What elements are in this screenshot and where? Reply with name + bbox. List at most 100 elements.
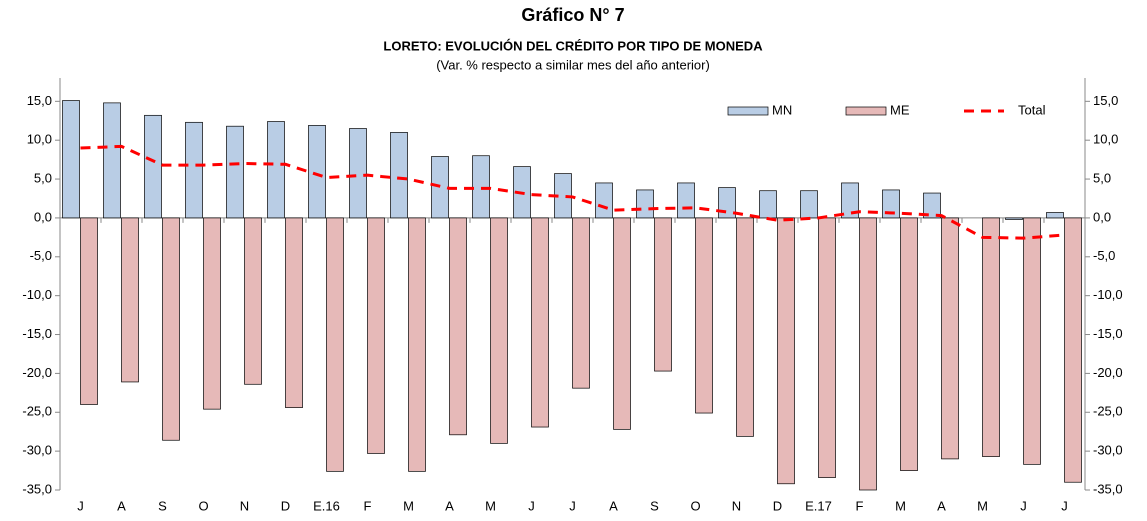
x-tick-label: O — [690, 498, 700, 513]
y-tick-label: -15,0 — [22, 326, 52, 341]
bar — [941, 217, 959, 460]
y2-tick-label: -35,0 — [1093, 481, 1123, 496]
bar — [185, 121, 203, 219]
bar — [718, 187, 736, 219]
bar — [736, 217, 754, 437]
bar — [326, 217, 344, 472]
x-tick-label: M — [485, 498, 496, 513]
legend-label: ME — [890, 102, 910, 117]
bar — [472, 155, 490, 219]
x-tick-label: A — [117, 498, 126, 513]
y2-tick-label: -20,0 — [1093, 365, 1123, 380]
bar — [226, 125, 244, 219]
y2-tick-label: -15,0 — [1093, 326, 1123, 341]
bar — [531, 217, 549, 428]
y-tick-label: -30,0 — [22, 443, 52, 458]
bar — [841, 182, 859, 219]
bar — [1046, 212, 1064, 219]
x-tick-label: A — [609, 498, 618, 513]
y2-tick-label: 15,0 — [1093, 93, 1118, 108]
y2-tick-label: 10,0 — [1093, 132, 1118, 147]
bar — [1064, 217, 1082, 483]
bar — [759, 190, 777, 219]
y2-tick-label: 5,0 — [1093, 170, 1111, 185]
y2-tick-label: -10,0 — [1093, 287, 1123, 302]
bar — [490, 217, 508, 444]
bar — [308, 125, 326, 219]
x-tick-label: E.17 — [805, 498, 832, 513]
y2-tick-label: -5,0 — [1093, 248, 1115, 263]
x-tick-label: F — [856, 498, 864, 513]
bar — [62, 100, 80, 219]
y-tick-label: -5,0 — [30, 248, 52, 263]
y-tick-label: 0,0 — [34, 209, 52, 224]
bar — [818, 217, 836, 478]
y2-tick-label: -25,0 — [1093, 404, 1123, 419]
bar — [572, 217, 590, 389]
bar — [1005, 217, 1023, 220]
y-tick-label: -20,0 — [22, 365, 52, 380]
x-tick-label: O — [198, 498, 208, 513]
x-tick-label: J — [528, 498, 535, 513]
x-tick-label: S — [158, 498, 167, 513]
x-tick-label: D — [281, 498, 290, 513]
x-tick-label: M — [403, 498, 414, 513]
bar — [777, 217, 795, 485]
bar — [595, 182, 613, 219]
x-tick-label: J — [1020, 498, 1027, 513]
bar — [1023, 217, 1041, 465]
y-tick-label: 10,0 — [27, 132, 52, 147]
bar — [390, 132, 408, 219]
x-tick-label: N — [240, 498, 249, 513]
x-tick-label: N — [732, 498, 741, 513]
chart-note: (Var. % respecto a similar mes del año a… — [436, 57, 710, 72]
x-tick-label: F — [364, 498, 372, 513]
x-tick-label: S — [650, 498, 659, 513]
bar — [162, 217, 180, 441]
legend-label: Total — [1018, 102, 1046, 117]
legend-swatch — [845, 106, 887, 116]
bar — [285, 217, 303, 408]
bar — [695, 217, 713, 414]
bar — [654, 217, 672, 372]
x-tick-label: J — [77, 498, 84, 513]
bar — [882, 189, 900, 219]
bar — [80, 217, 98, 405]
bar — [982, 217, 1000, 457]
legend-label: MN — [772, 102, 792, 117]
x-tick-label: A — [937, 498, 946, 513]
bar — [449, 217, 467, 436]
bar — [203, 217, 221, 410]
bar — [636, 189, 654, 219]
x-tick-label: J — [569, 498, 576, 513]
x-tick-label: M — [977, 498, 988, 513]
y-tick-label: 15,0 — [27, 93, 52, 108]
bar — [144, 114, 162, 219]
bar — [121, 217, 139, 383]
bar — [923, 192, 941, 219]
bar — [677, 182, 695, 219]
legend-swatch — [727, 106, 769, 116]
x-tick-label: J — [1061, 498, 1068, 513]
x-tick-label: D — [773, 498, 782, 513]
bar — [859, 217, 877, 491]
bar — [267, 121, 285, 219]
line — [80, 144, 1065, 240]
y-tick-label: -10,0 — [22, 287, 52, 302]
y-tick-label: -35,0 — [22, 481, 52, 496]
bar — [349, 128, 367, 219]
bar — [244, 217, 262, 385]
chart-subtitle: LORETO: EVOLUCIÓN DEL CRÉDITO POR TIPO D… — [383, 38, 763, 53]
y2-tick-label: 0,0 — [1093, 209, 1111, 224]
x-tick-label: M — [895, 498, 906, 513]
bar — [613, 217, 631, 430]
bar — [408, 217, 426, 472]
bar — [367, 217, 385, 454]
bar — [103, 102, 121, 219]
x-tick-label: A — [445, 498, 454, 513]
y-tick-label: -25,0 — [22, 404, 52, 419]
y-tick-label: 5,0 — [34, 170, 52, 185]
chart-title: Gráfico N° 7 — [521, 5, 624, 25]
